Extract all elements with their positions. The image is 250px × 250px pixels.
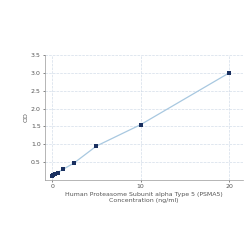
Point [56,170,60,174]
Point [53,172,57,176]
Point [227,71,231,75]
Point [50,174,54,178]
Point [61,167,65,171]
Point [94,144,98,148]
Point [72,161,76,165]
Point [52,173,56,177]
X-axis label: Human Proteasome Subunit alpha Type 5 (PSMA5)
Concentration (ng/ml): Human Proteasome Subunit alpha Type 5 (P… [65,192,223,203]
Point [139,123,143,127]
Y-axis label: OD: OD [23,112,28,122]
